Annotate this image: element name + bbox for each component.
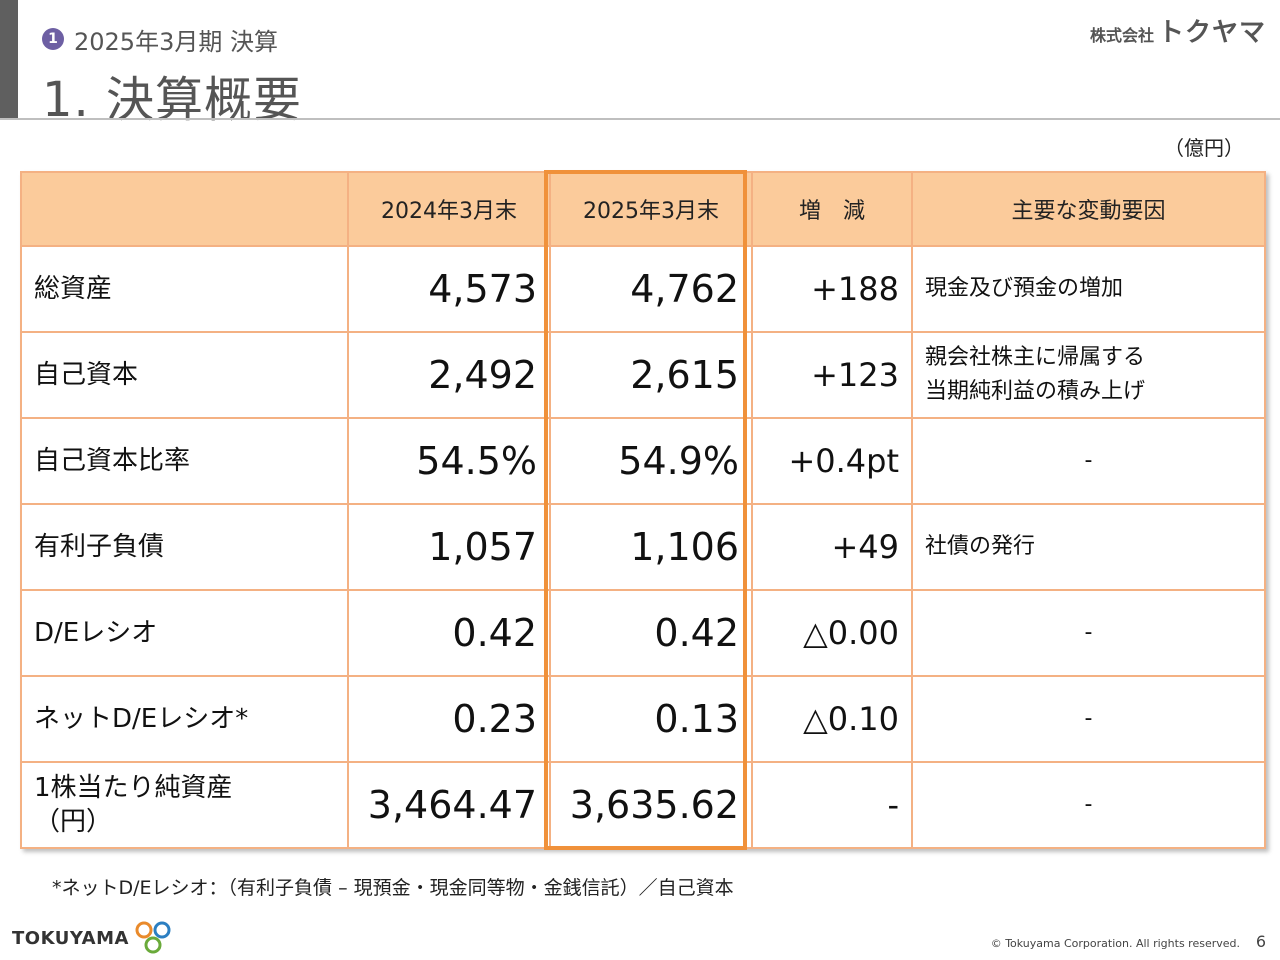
row-curr-value: 0.42: [549, 589, 753, 677]
row-change: +0.4pt: [751, 417, 913, 505]
logo-text: TOKUYAMA: [12, 927, 129, 949]
header-change: 増 減: [751, 171, 913, 247]
row-curr-value: 0.13: [549, 675, 753, 763]
row-reason: 親会社株主に帰属する 当期純利益の積み上げ: [911, 331, 1266, 419]
table-row: 自己資本比率 54.5% 54.9% +0.4pt -: [20, 417, 1266, 505]
page-number: 6: [1255, 932, 1266, 951]
row-change: +123: [751, 331, 913, 419]
row-change: △0.00: [751, 589, 913, 677]
row-reason: 社債の発行: [911, 503, 1266, 591]
row-change: +49: [751, 503, 913, 591]
table-row: 1株当たり純資産 （円） 3,464.47 3,635.62 - -: [20, 761, 1266, 849]
row-prev-value: 54.5%: [347, 417, 551, 505]
row-reason: -: [911, 675, 1266, 763]
row-curr-value: 1,106: [549, 503, 753, 591]
row-reason: -: [911, 761, 1266, 849]
row-curr-value: 2,615: [549, 331, 753, 419]
header-curr-period: 2025年3月末: [549, 171, 753, 247]
row-curr-value: 4,762: [549, 245, 753, 333]
unit-label: （億円）: [1164, 136, 1244, 160]
title-divider: [0, 118, 1280, 120]
row-curr-value: 3,635.62: [549, 761, 753, 849]
row-curr-value: 54.9%: [549, 417, 753, 505]
table-header-row: 2024年3月末 2025年3月末 増 減 主要な変動要因: [20, 171, 1266, 247]
footnote: *ネットD/Eレシオ：（有利子負債 – 現預金・現金同等物・金銭信託）／自己資本: [52, 877, 734, 899]
row-item: 自己資本: [20, 331, 349, 419]
row-prev-value: 0.42: [347, 589, 551, 677]
header-prev-period: 2024年3月末: [347, 171, 551, 247]
row-item: ネットD/Eレシオ*: [20, 675, 349, 763]
logo-mark-icon: [135, 921, 171, 954]
row-prev-value: 3,464.47: [347, 761, 551, 849]
section-label: 1 2025年3月期 決算: [42, 24, 278, 56]
row-change: +188: [751, 245, 913, 333]
row-item: 有利子負債: [20, 503, 349, 591]
row-prev-value: 1,057: [347, 503, 551, 591]
row-change: -: [751, 761, 913, 849]
row-item: 総資産: [20, 245, 349, 333]
table-row: ネットD/Eレシオ* 0.23 0.13 △0.10 -: [20, 675, 1266, 763]
row-reason: -: [911, 589, 1266, 677]
table-row: 総資産 4,573 4,762 +188 現金及び預金の増加: [20, 245, 1266, 333]
company-type-label: 株式会社: [1089, 26, 1154, 45]
balance-sheet-table: 2024年3月末 2025年3月末 増 減 主要な変動要因 総資産 4,573 …: [20, 171, 1266, 849]
company-wordmark: 株式会社 トクヤマ: [1090, 12, 1266, 49]
row-item: D/Eレシオ: [20, 589, 349, 677]
table-row: 有利子負債 1,057 1,106 +49 社債の発行: [20, 503, 1266, 591]
row-item: 1株当たり純資産 （円）: [20, 761, 349, 849]
step-badge: 1: [42, 28, 64, 50]
section-text: 2025年3月期 決算: [74, 27, 278, 56]
row-item: 自己資本比率: [20, 417, 349, 505]
company-name: トクヤマ: [1157, 18, 1266, 48]
table-row: D/Eレシオ 0.42 0.42 △0.00 -: [20, 589, 1266, 677]
table-row: 自己資本 2,492 2,615 +123 親会社株主に帰属する 当期純利益の積…: [20, 331, 1266, 419]
header-main-factors: 主要な変動要因: [911, 171, 1266, 247]
header-item: [20, 171, 349, 247]
row-change: △0.10: [751, 675, 913, 763]
copyright: © Tokuyama Corporation. All rights reser…: [990, 937, 1240, 950]
row-reason: 現金及び預金の増加: [911, 245, 1266, 333]
title-accent-bar: [0, 0, 18, 118]
row-prev-value: 4,573: [347, 245, 551, 333]
row-reason: -: [911, 417, 1266, 505]
row-prev-value: 2,492: [347, 331, 551, 419]
row-prev-value: 0.23: [347, 675, 551, 763]
tokuyama-logo: TOKUYAMA: [12, 920, 173, 956]
